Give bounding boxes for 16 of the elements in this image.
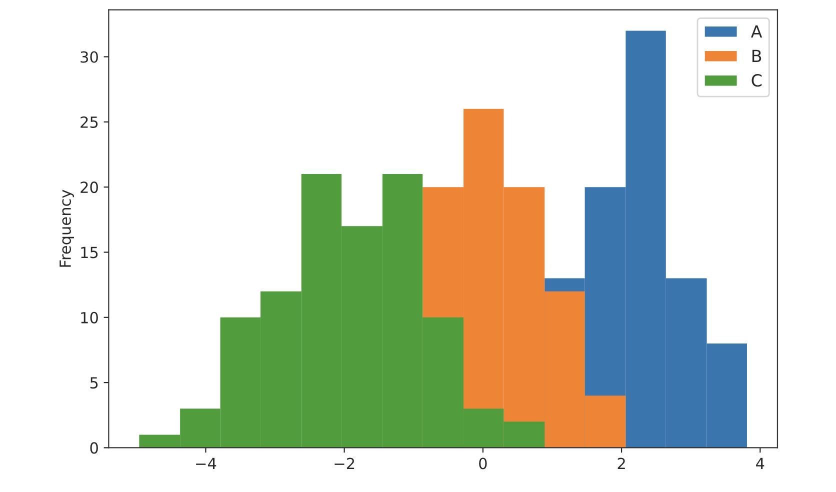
y-tick-label: 30	[80, 51, 98, 63]
y-axis-title: Frequency	[60, 190, 74, 267]
x-tick-label: 2	[618, 458, 625, 470]
x-tick-label: −4	[196, 458, 216, 470]
legend-label: C	[752, 74, 762, 87]
y-tick-label: 0	[90, 442, 98, 454]
y-tick-label: 15	[81, 246, 98, 258]
x-tick-label: 0	[479, 458, 487, 470]
y-tick-label: 25	[80, 116, 98, 128]
x-tick-label: 4	[756, 458, 764, 470]
y-tick-label: 20	[80, 182, 98, 194]
legend-label: A	[750, 25, 762, 38]
legend-label: B	[752, 50, 762, 62]
y-tick-label: 10	[81, 312, 98, 324]
x-tick-label: −2	[334, 458, 354, 470]
y-tick-label: 5	[90, 377, 98, 389]
